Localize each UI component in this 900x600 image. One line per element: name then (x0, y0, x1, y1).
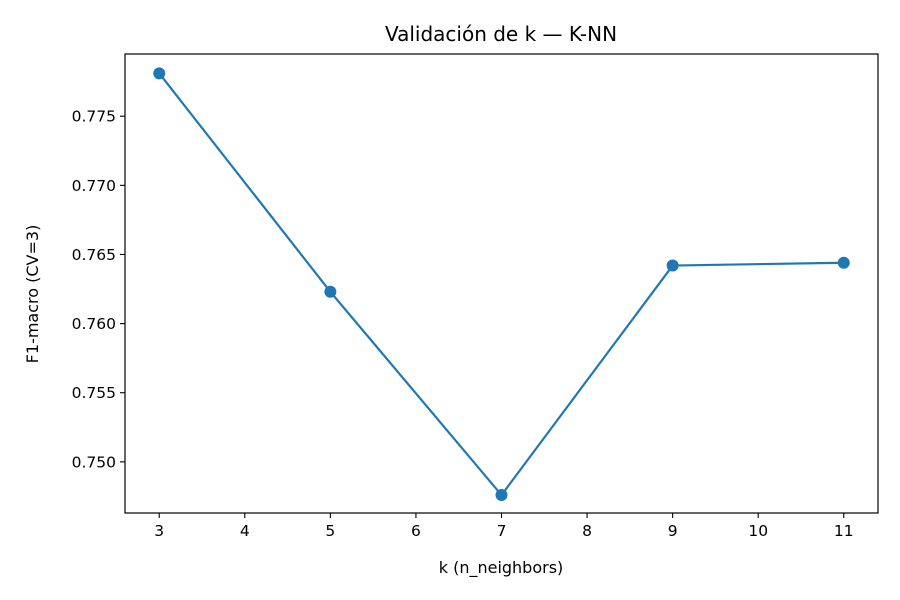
x-tick-label: 11 (834, 522, 854, 540)
y-tick-label: 0.755 (72, 384, 116, 402)
x-tick-label: 6 (411, 522, 421, 540)
data-point (837, 256, 850, 269)
y-tick-label: 0.770 (72, 177, 116, 195)
data-point (153, 67, 166, 80)
x-axis-label: k (n_neighbors) (439, 558, 564, 578)
x-axis: 3 4 5 6 7 8 9 10 11 (154, 513, 854, 540)
x-tick-label: 8 (582, 522, 592, 540)
x-tick-label: 3 (154, 522, 164, 540)
data-point (495, 489, 508, 502)
x-tick-label: 9 (668, 522, 678, 540)
y-tick-label: 0.760 (72, 315, 116, 333)
y-tick-label: 0.765 (72, 246, 116, 264)
x-tick-label: 10 (748, 522, 768, 540)
chart-title: Validación de k — K-NN (385, 22, 617, 46)
x-tick-label: 5 (325, 522, 335, 540)
y-tick-label: 0.775 (72, 108, 116, 126)
y-axis: 0.750 0.755 0.760 0.765 0.770 0.775 (72, 108, 125, 471)
data-point (324, 285, 337, 298)
plot-frame (124, 53, 879, 514)
data-point (666, 259, 679, 272)
y-axis-label: F1-macro (CV=3) (23, 225, 42, 364)
data-points (153, 67, 850, 502)
x-tick-label: 4 (240, 522, 250, 540)
y-tick-label: 0.750 (72, 453, 116, 471)
x-tick-label: 7 (497, 522, 507, 540)
series-line (158, 72, 844, 497)
